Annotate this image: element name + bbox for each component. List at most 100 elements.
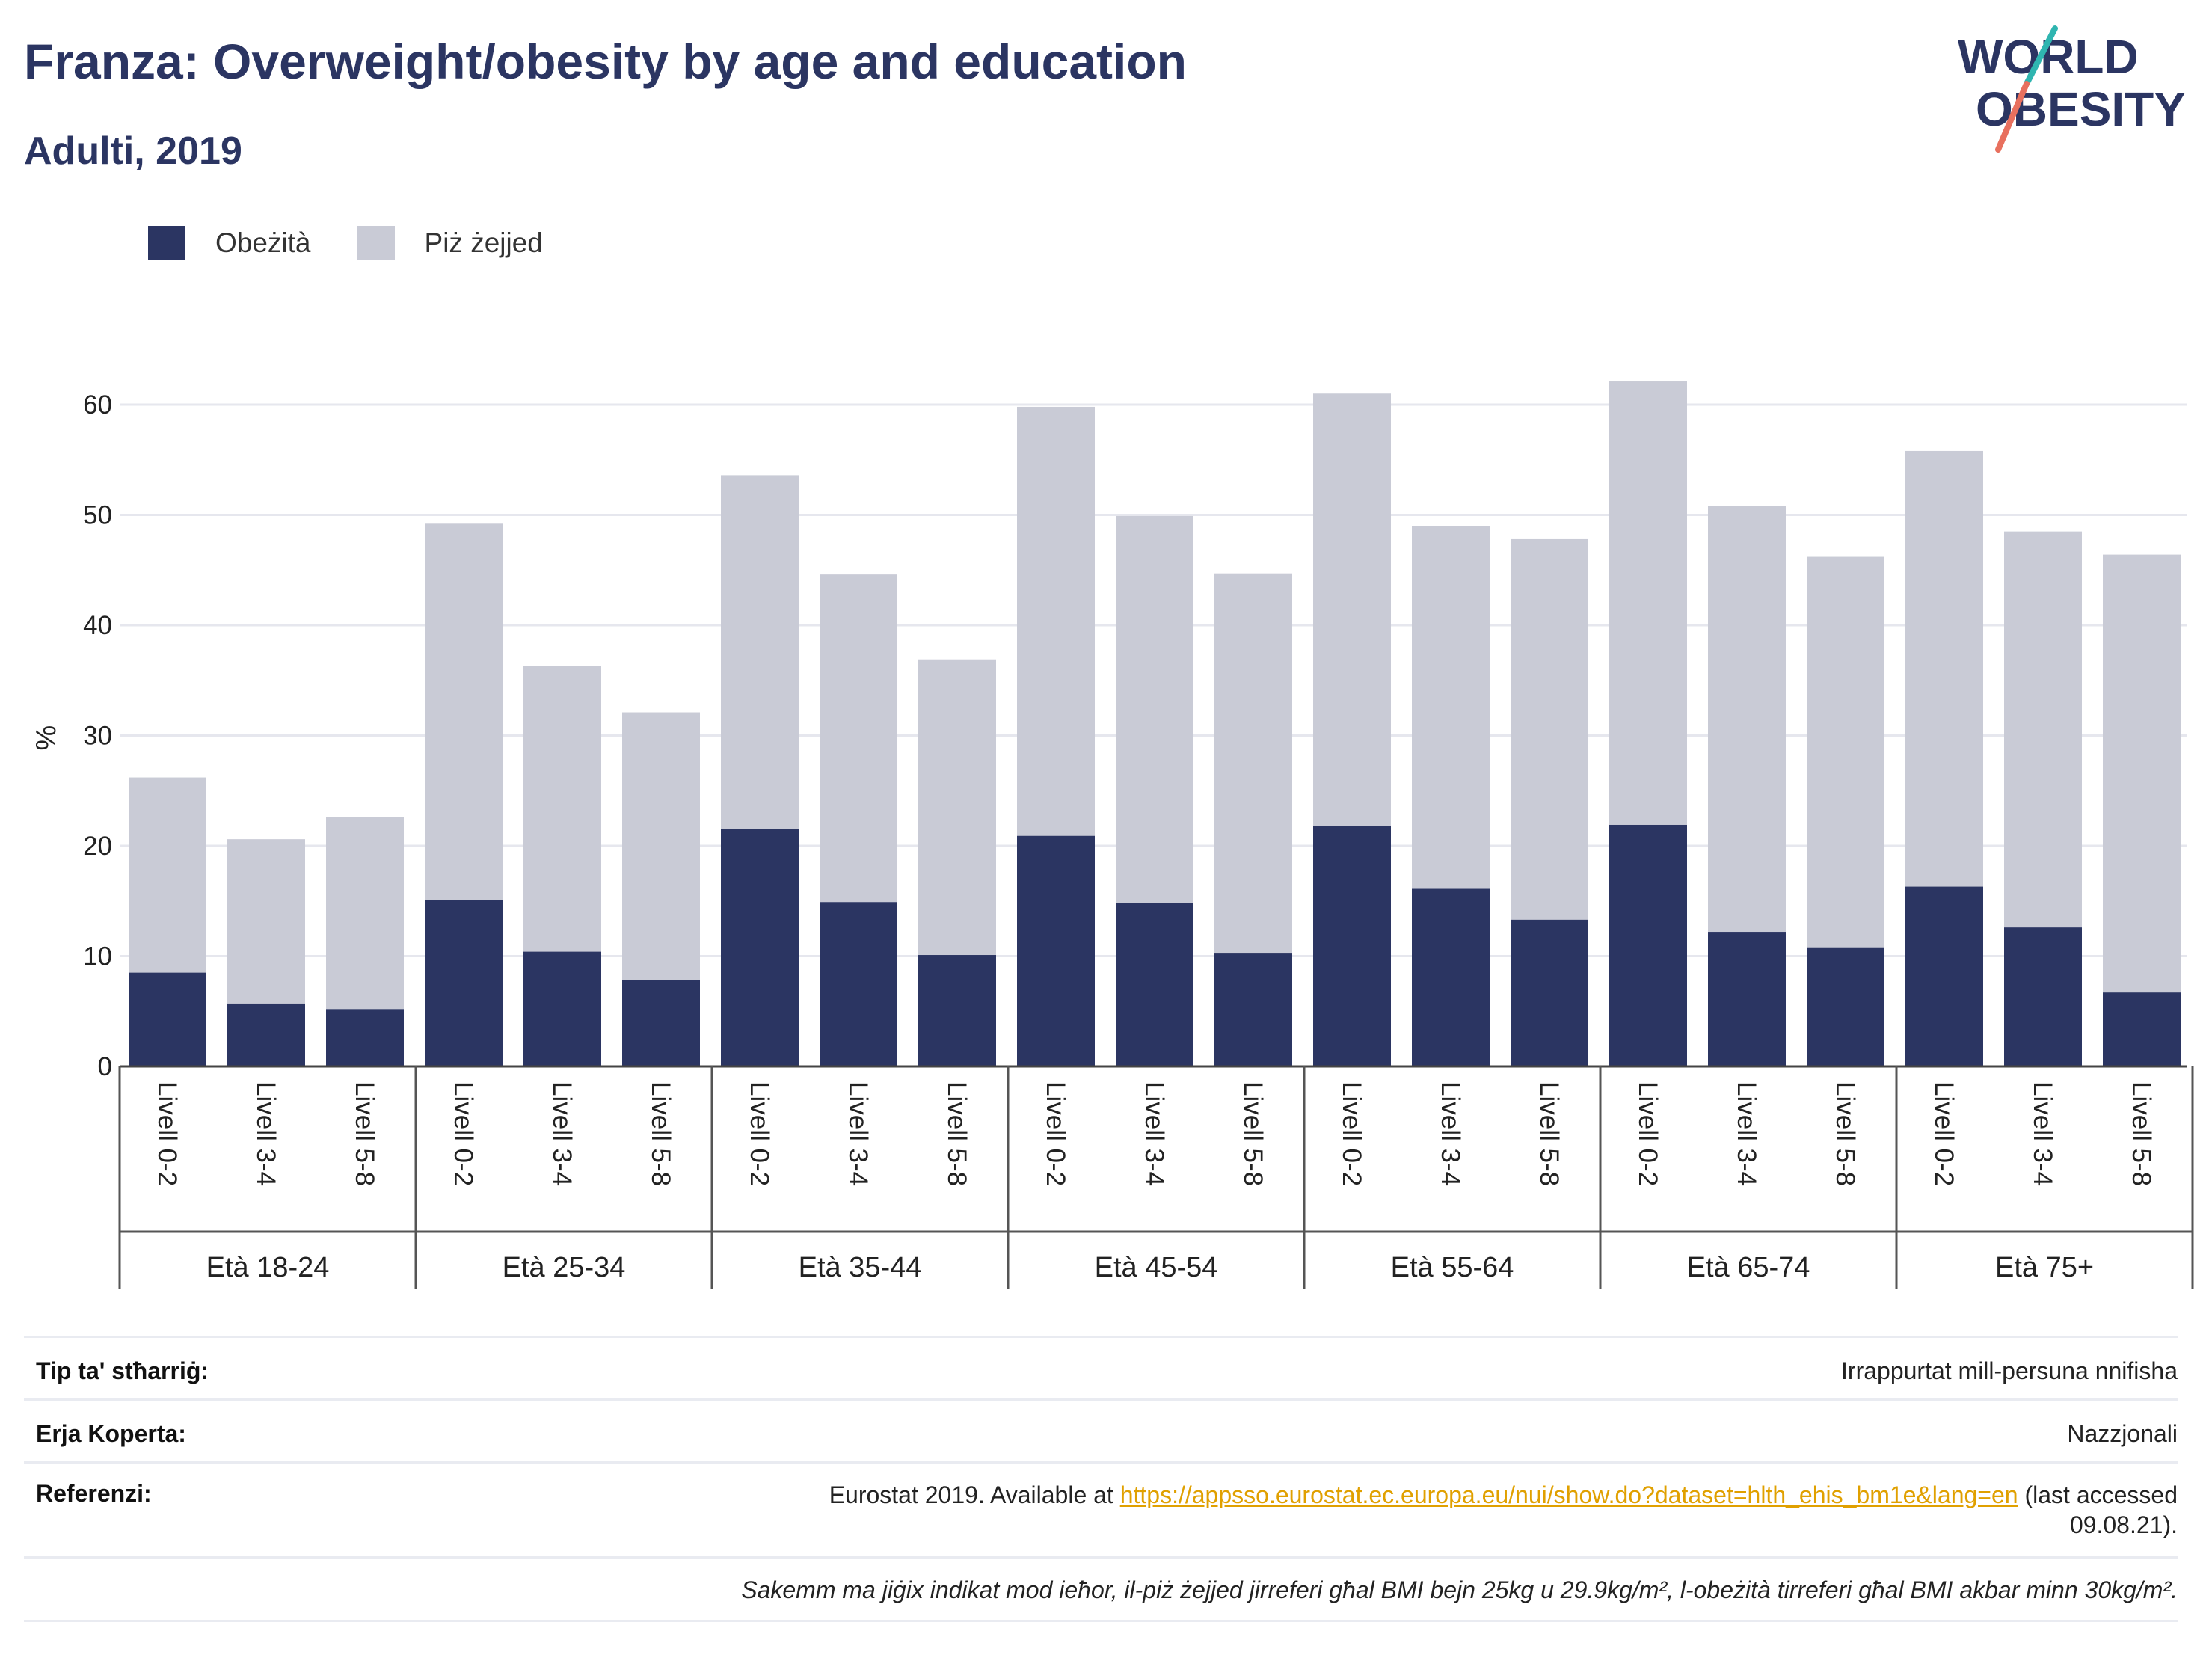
group-label: Età 45-54: [1095, 1252, 1218, 1283]
bar-obesity: [721, 829, 799, 1066]
x-tick-label: Livell 3-4: [1140, 1081, 1169, 1186]
bar-obesity: [1905, 886, 1983, 1066]
bar-overweight: [1017, 406, 1095, 836]
x-tick-label: Livell 5-8: [646, 1081, 675, 1186]
bar-obesity: [1313, 826, 1391, 1066]
x-tick-label: Livell 0-2: [745, 1081, 774, 1186]
bar-obesity: [622, 980, 700, 1066]
bar-overweight: [1412, 526, 1490, 889]
chart-title: Franza: Overweight/obesity by age and ed…: [24, 34, 1187, 89]
bar-overweight: [2103, 554, 2181, 993]
x-tick-label: Livell 3-4: [1436, 1081, 1465, 1186]
world-obesity-logo: WORLD OBESITY: [1944, 22, 2199, 165]
bar-obesity: [1116, 903, 1193, 1066]
y-axis-title: %: [31, 725, 62, 751]
legend-item-overweight: Piż żejjed: [357, 226, 543, 260]
reference-link[interactable]: https://appsso.eurostat.ec.europa.eu/nui…: [1119, 1481, 2018, 1508]
chart-subtitle: Adulti, 2019: [24, 129, 242, 173]
x-tick-label: Livell 3-4: [1732, 1081, 1761, 1186]
bar-overweight: [523, 666, 601, 952]
y-tick-label: 0: [98, 1052, 112, 1081]
bar-obesity: [1708, 932, 1786, 1066]
x-tick-label: Livell 5-8: [350, 1081, 379, 1186]
bar-overweight: [918, 659, 996, 956]
x-tick-label: Livell 3-4: [844, 1081, 873, 1186]
legend-label-obesity: Obeżità: [215, 227, 311, 258]
bar-overweight: [1511, 538, 1588, 920]
bar-overweight: [1905, 450, 1983, 887]
legend-item-obesity: Obeżità: [148, 226, 311, 260]
bar-obesity: [326, 1009, 404, 1066]
survey-type-key: Tip ta' stħarriġ:: [36, 1357, 209, 1384]
references-value: Eurostat 2019. Available at https://apps…: [829, 1480, 2178, 1540]
meta-row-survey: Tip ta' stħarriġ: Irrappurtat mill-persu…: [24, 1338, 2178, 1401]
bar-overweight: [1807, 556, 1884, 948]
legend-swatch-overweight: [357, 226, 395, 260]
bar-obesity: [2103, 992, 2181, 1066]
x-tick-label: Livell 0-2: [1929, 1081, 1958, 1186]
bar-obesity: [1214, 953, 1292, 1066]
bar-overweight: [2004, 531, 2082, 928]
bar-obesity: [227, 1003, 305, 1066]
bar-overweight: [1609, 381, 1687, 825]
bar-obesity: [523, 951, 601, 1066]
bar-obesity: [1511, 919, 1588, 1066]
reference-prefix: Eurostat 2019. Available at: [829, 1481, 1120, 1508]
bar-obesity: [129, 972, 206, 1066]
chart-legend: Obeżità Piż żejjed: [148, 224, 589, 262]
y-tick-label: 50: [83, 501, 112, 530]
x-tick-label: Livell 3-4: [2028, 1081, 2057, 1186]
x-tick-label: Livell 0-2: [1041, 1081, 1070, 1186]
legend-label-overweight: Piż żejjed: [424, 227, 543, 258]
group-label: Età 35-44: [799, 1252, 922, 1283]
bar-obesity: [425, 900, 503, 1066]
x-tick-label: Livell 5-8: [1534, 1081, 1564, 1186]
meta-row-note: Sakemm ma jiġix indikat mod ieħor, il-pi…: [24, 1559, 2178, 1622]
bar-overweight: [227, 839, 305, 1004]
bar-obesity: [1017, 835, 1095, 1066]
bar-obesity: [1412, 888, 1490, 1066]
x-tick-label: Livell 3-4: [547, 1081, 577, 1186]
bar-overweight: [820, 574, 897, 903]
references-key: Referenzi:: [36, 1480, 152, 1507]
x-tick-label: Livell 0-2: [1633, 1081, 1662, 1186]
meta-row-references: Referenzi: Eurostat 2019. Available at h…: [24, 1464, 2178, 1559]
bar-obesity: [918, 955, 996, 1066]
x-tick-label: Livell 5-8: [1238, 1081, 1268, 1186]
y-tick-label: 30: [83, 722, 112, 751]
area-key: Erja Koperta:: [36, 1420, 186, 1447]
bar-overweight: [1214, 573, 1292, 954]
survey-type-value: Irrappurtat mill-persuna nnifisha: [1841, 1357, 2178, 1384]
y-tick-label: 20: [83, 832, 112, 861]
x-tick-label: Livell 5-8: [1831, 1081, 1860, 1186]
y-tick-label: 40: [83, 611, 112, 640]
bar-overweight: [1116, 515, 1193, 903]
reference-suffix: (last accessed: [2018, 1481, 2178, 1508]
reference-date: 09.08.21).: [2069, 1511, 2178, 1538]
metadata-table: Tip ta' stħarriġ: Irrappurtat mill-persu…: [24, 1336, 2178, 1622]
bar-overweight: [326, 817, 404, 1010]
area-value: Nazzjonali: [2067, 1420, 2178, 1447]
definition-note: Sakemm ma jiġix indikat mod ieħor, il-pi…: [741, 1576, 2178, 1603]
bar-obesity: [820, 902, 897, 1066]
x-tick-label: Livell 3-4: [251, 1081, 280, 1186]
meta-row-area: Erja Koperta: Nazzjonali: [24, 1401, 2178, 1464]
x-tick-label: Livell 0-2: [153, 1081, 182, 1186]
bar-overweight: [721, 475, 799, 829]
group-label: Età 25-34: [503, 1252, 626, 1283]
legend-swatch-obesity: [148, 226, 185, 260]
bar-overweight: [129, 777, 206, 973]
y-tick-label: 10: [83, 942, 112, 971]
bar-obesity: [1609, 824, 1687, 1066]
bar-overweight: [425, 523, 503, 900]
bar-overweight: [1313, 393, 1391, 826]
x-tick-label: Livell 5-8: [942, 1081, 971, 1186]
bar-overweight: [622, 712, 700, 980]
group-label: Età 75+: [1995, 1252, 2094, 1283]
x-tick-label: Livell 0-2: [449, 1081, 478, 1186]
bar-chart: 0 10 20 30 40 50 60% Livell 0-2 Livell 3-4 Livell…: [31, 381, 2194, 1289]
bar-obesity: [2004, 927, 2082, 1066]
x-tick-label: Livell 5-8: [2127, 1081, 2156, 1186]
x-tick-label: Livell 0-2: [1337, 1081, 1366, 1186]
y-tick-label: 60: [83, 390, 112, 420]
